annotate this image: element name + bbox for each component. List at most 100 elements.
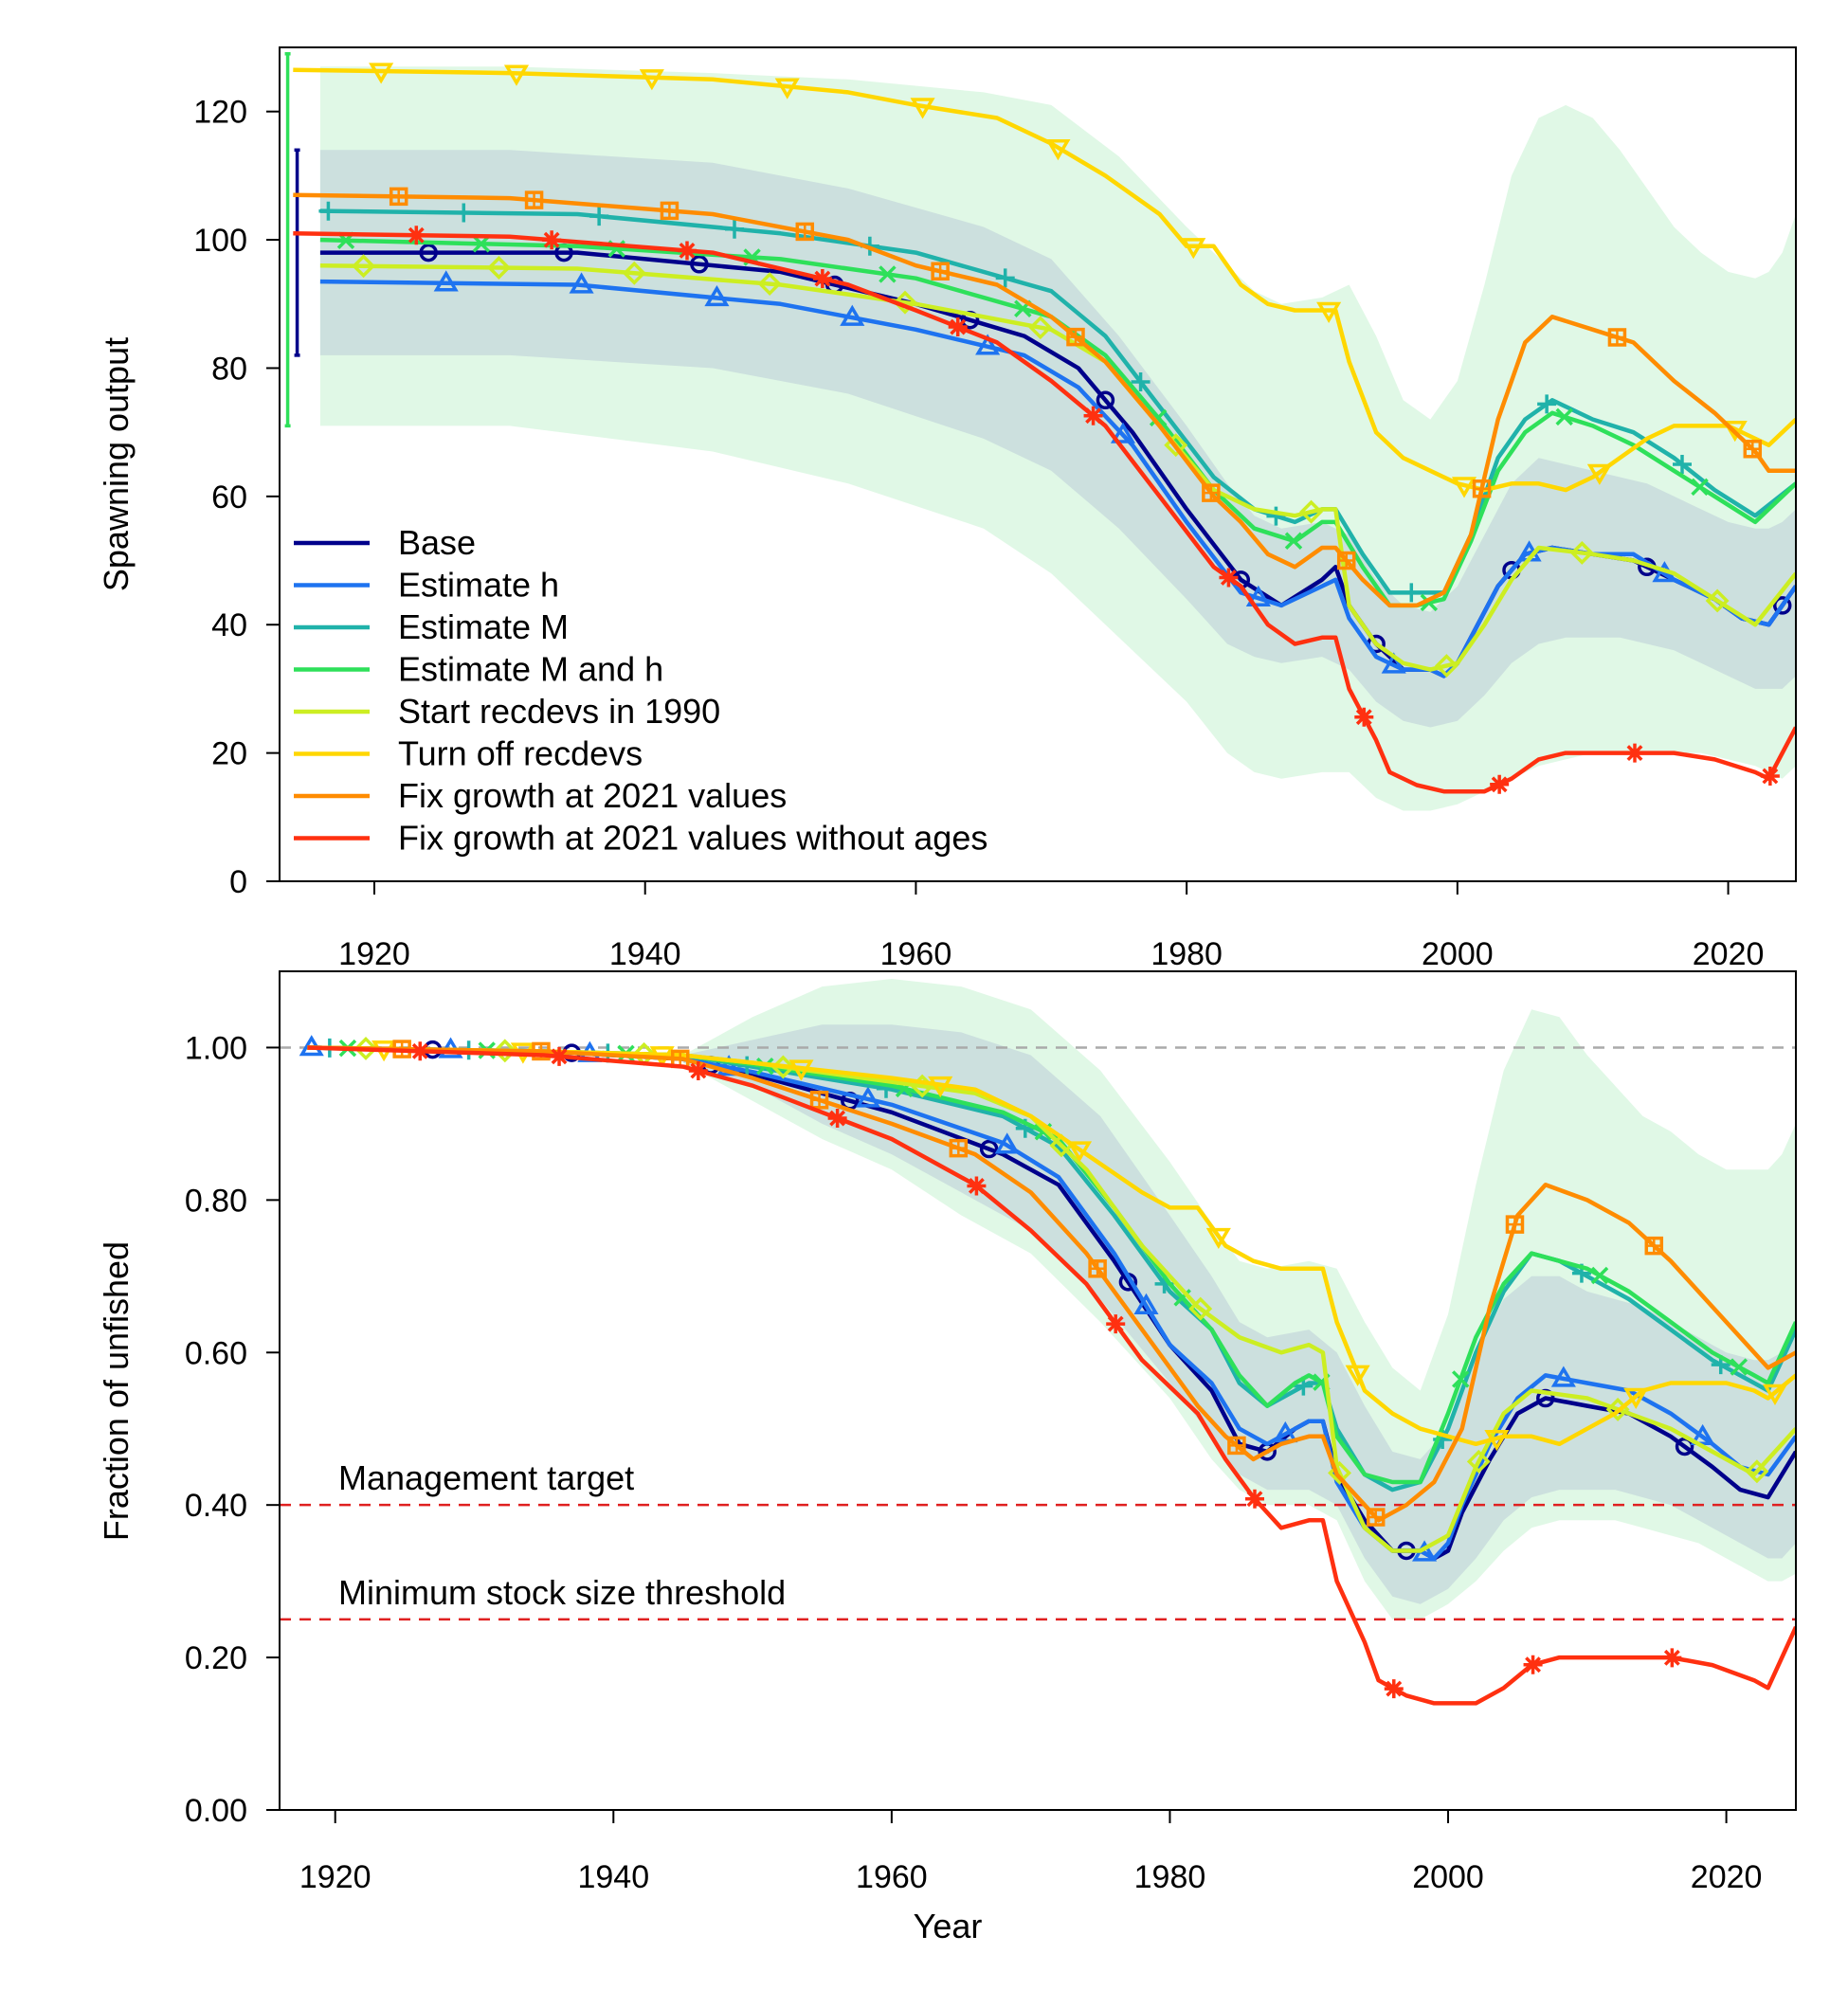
marker-estimate-m-and-h bbox=[1284, 532, 1303, 551]
marker-fix-growth-at-2021-values-without-ages bbox=[827, 1109, 847, 1129]
marker-turn-off-recdevs bbox=[503, 64, 530, 86]
marker-base bbox=[1675, 1437, 1694, 1456]
line-estimate-h bbox=[307, 1045, 1796, 1561]
marker-estimate-h bbox=[975, 334, 1001, 355]
error-bar-1 bbox=[284, 52, 291, 428]
marker-estimate-m bbox=[725, 219, 744, 239]
marker-estimate-h bbox=[569, 272, 594, 294]
legend-label-estimate-h: Estimate h bbox=[398, 566, 559, 605]
marker-base bbox=[1772, 596, 1792, 615]
reference-lines: Management target Minimum stock size thre… bbox=[280, 1046, 1796, 1621]
marker-turn-off-recdevs bbox=[928, 1076, 953, 1098]
line-start-recdevs-in-1990 bbox=[319, 262, 1796, 672]
marker-estimate-h bbox=[1110, 422, 1136, 443]
marker-turn-off-recdevs bbox=[1484, 1430, 1510, 1452]
marker-estimate-h bbox=[1690, 1423, 1715, 1446]
marker-turn-off-recdevs bbox=[1762, 1384, 1788, 1405]
y-tick-label: 60 bbox=[211, 479, 247, 516]
marker-estimate-h bbox=[433, 270, 459, 292]
line-estimate-m bbox=[319, 208, 1796, 595]
marker-start-recdevs-in-1990 bbox=[1188, 1296, 1213, 1321]
marker-estimate-h bbox=[1550, 1366, 1576, 1387]
marker-fix-growth-at-2021-values bbox=[1202, 483, 1221, 502]
series-lines bbox=[299, 1035, 1796, 1706]
marker-estimate-m-and-h bbox=[1149, 408, 1168, 427]
marker-estimate-m bbox=[1402, 583, 1422, 603]
marker-fix-growth-at-2021-values-without-ages bbox=[967, 1176, 987, 1196]
x-axis-label: Year bbox=[914, 1907, 983, 1945]
marker-estimate-m-and-h bbox=[1452, 1370, 1470, 1388]
series-fix-growth-at-2021-values-without-ages bbox=[293, 226, 1796, 794]
spawning-output-chart: 1920 1940 1960 1980 2000 2020020406080100120 … bbox=[97, 46, 1797, 972]
y-tick-label: 0.00 bbox=[185, 1793, 247, 1829]
y-tick-label: 120 bbox=[193, 95, 247, 131]
marker-start-recdevs-in-1990 bbox=[1299, 499, 1324, 524]
line-turn-off-recdevs bbox=[307, 1045, 1796, 1447]
plot-frame bbox=[279, 970, 1797, 1811]
marker-base bbox=[979, 1139, 999, 1159]
marker-estimate-m-and-h bbox=[1590, 1266, 1609, 1285]
marker-fix-growth-at-2021-values-without-ages bbox=[1625, 743, 1644, 763]
marker-fix-growth-at-2021-values-without-ages bbox=[1384, 1679, 1404, 1699]
x-tick-label: 2020 bbox=[1693, 936, 1765, 972]
x-tick-label: 2000 bbox=[1422, 936, 1494, 972]
marker-fix-growth-at-2021-values-without-ages bbox=[1083, 406, 1103, 425]
marker-fix-growth-at-2021-values bbox=[1644, 1236, 1664, 1256]
marker-fix-growth-at-2021-values-without-ages bbox=[410, 1041, 430, 1061]
confidence-band-2 bbox=[682, 1024, 1796, 1604]
marker-start-recdevs-in-1990 bbox=[486, 256, 511, 280]
y-tick-label: 0.20 bbox=[185, 1640, 247, 1676]
marker-turn-off-recdevs bbox=[774, 78, 800, 100]
marker-fix-growth-at-2021-values bbox=[1227, 1436, 1246, 1456]
y-axis-label: Fraction of unfished bbox=[97, 1241, 136, 1541]
marker-turn-off-recdevs bbox=[1066, 1141, 1093, 1163]
x-tick-label: 1960 bbox=[856, 1859, 928, 1895]
marker-estimate-m-and-h bbox=[1730, 1358, 1748, 1376]
marker-estimate-h bbox=[855, 1086, 880, 1108]
x-tick-label: 2020 bbox=[1691, 1859, 1763, 1895]
marker-fix-growth-at-2021-values bbox=[1505, 1215, 1525, 1234]
marker-fix-growth-at-2021-values-without-ages bbox=[1106, 1314, 1126, 1334]
line-fix-growth-at-2021-values bbox=[307, 1045, 1796, 1523]
marker-estimate-h bbox=[1381, 652, 1406, 674]
marker-start-recdevs-in-1990 bbox=[893, 290, 917, 315]
marker-estimate-m bbox=[1266, 506, 1286, 526]
axes: 1920 1940 1960 1980 2000 2020 0 20 40 60 80 100 120 bbox=[193, 95, 1764, 972]
error-bar-2 bbox=[294, 148, 300, 357]
marker-fix-growth-at-2021-values bbox=[949, 1138, 969, 1158]
x-tick-label: 1980 bbox=[1134, 1859, 1206, 1895]
marker-estimate-h bbox=[1245, 585, 1271, 607]
marker-estimate-m bbox=[995, 268, 1015, 288]
fraction-unfished-chart: Management target Minimum stock size thre… bbox=[97, 970, 1797, 1945]
y-tick-label: 0 bbox=[229, 864, 247, 900]
marker-turn-off-recdevs bbox=[1045, 139, 1071, 161]
legend-label-turn-off-recdevs: Turn off recdevs bbox=[398, 734, 643, 773]
marker-start-recdevs-in-1990 bbox=[352, 254, 376, 279]
marker-start-recdevs-in-1990 bbox=[493, 1039, 517, 1063]
y-tick-label: 0.60 bbox=[185, 1335, 247, 1371]
marker-estimate-h bbox=[1133, 1293, 1159, 1314]
marker-estimate-m bbox=[318, 201, 338, 221]
marker-fix-growth-at-2021-values bbox=[1088, 1259, 1107, 1278]
marker-fix-growth-at-2021-values-without-ages bbox=[1219, 568, 1239, 588]
legend-label-fix-growth-at-2021-values: Fix growth at 2021 values bbox=[398, 776, 787, 815]
legend-label-estimate-m-and-h: Estimate M and h bbox=[398, 650, 663, 689]
marker-estimate-m-and-h bbox=[1555, 407, 1573, 426]
line-turn-off-recdevs bbox=[293, 67, 1796, 493]
y-axis-label: Spawning output bbox=[97, 337, 136, 591]
marker-estimate-m bbox=[454, 203, 474, 223]
marker-start-recdevs-in-1990 bbox=[1705, 588, 1730, 613]
marker-turn-off-recdevs bbox=[1345, 1365, 1370, 1386]
marker-turn-off-recdevs bbox=[1451, 477, 1477, 498]
marker-turn-off-recdevs bbox=[1586, 463, 1612, 485]
marker-fix-growth-at-2021-values bbox=[795, 222, 815, 242]
x-tick-label: 1960 bbox=[880, 936, 952, 972]
marker-base bbox=[419, 243, 438, 262]
marker-estimate-h bbox=[994, 1132, 1020, 1154]
x-tick-label: 1980 bbox=[1150, 936, 1223, 972]
y-tick-label: 0.40 bbox=[185, 1488, 247, 1524]
management-target-label: Management target bbox=[338, 1458, 634, 1497]
marker-fix-growth-at-2021-values-without-ages bbox=[407, 226, 426, 245]
marker-fix-growth-at-2021-values bbox=[809, 1091, 829, 1110]
marker-estimate-h bbox=[716, 1055, 742, 1076]
